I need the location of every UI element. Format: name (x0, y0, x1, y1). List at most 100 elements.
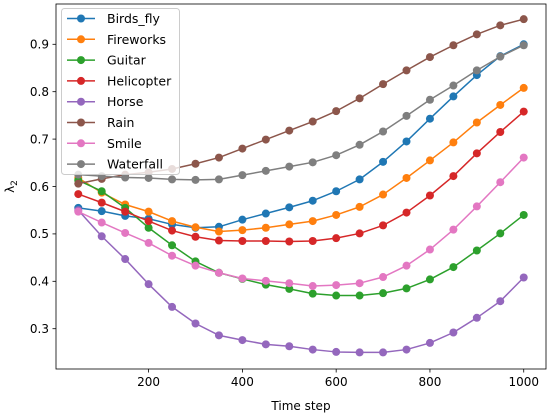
data-point-smile (144, 238, 153, 247)
data-point-smile (285, 279, 294, 288)
data-point-helicopter (74, 190, 83, 199)
y-tick-label: 0.5 (30, 227, 49, 241)
data-point-birds-fly (285, 203, 294, 212)
data-point-helicopter (121, 207, 130, 216)
data-point-guitar (168, 241, 177, 250)
data-point-waterfall (379, 127, 388, 136)
x-tick-label: 600 (325, 375, 348, 389)
data-point-guitar (472, 246, 481, 255)
data-point-horse (449, 328, 458, 337)
legend-marker-guitar (77, 56, 85, 65)
legend-marker-waterfall (77, 160, 85, 169)
data-point-fireworks (519, 83, 528, 92)
data-point-helicopter (285, 237, 294, 246)
data-point-horse (402, 345, 411, 354)
data-point-guitar (496, 229, 505, 238)
data-point-helicopter (144, 217, 153, 226)
data-point-waterfall (308, 158, 317, 167)
data-point-helicopter (496, 127, 505, 136)
data-point-waterfall (121, 173, 130, 182)
legend-item-birds-fly: Birds_fly (67, 11, 161, 26)
data-point-rain (519, 15, 528, 24)
legend-item-horse: Horse (67, 94, 144, 109)
data-point-horse (261, 340, 270, 349)
x-tick-label: 200 (137, 375, 160, 389)
data-point-guitar (332, 291, 341, 300)
data-point-waterfall (285, 162, 294, 171)
data-point-fireworks (332, 210, 341, 219)
data-point-fireworks (261, 223, 270, 232)
data-point-smile (496, 178, 505, 187)
series-line-birds-fly (78, 43, 525, 229)
data-point-horse (355, 348, 364, 357)
data-point-waterfall (168, 175, 177, 184)
data-point-helicopter (425, 191, 434, 200)
data-point-helicopter (168, 226, 177, 235)
data-point-guitar (425, 275, 434, 284)
y-tick-label: 0.8 (30, 85, 49, 99)
series-line-helicopter (78, 111, 525, 243)
data-point-helicopter (261, 237, 270, 246)
data-point-birds-fly (97, 207, 106, 216)
y-tick-label: 0.6 (30, 180, 49, 194)
data-point-horse (214, 331, 223, 340)
data-point-horse (144, 280, 153, 289)
data-point-birds-fly (308, 196, 317, 205)
data-point-horse (425, 338, 434, 347)
data-point-smile (191, 261, 200, 270)
data-point-waterfall (472, 66, 481, 75)
data-point-smile (519, 153, 528, 162)
data-point-horse (121, 255, 130, 264)
data-point-helicopter (214, 236, 223, 245)
series-helicopter (74, 107, 528, 246)
data-point-birds-fly (379, 157, 388, 166)
data-point-horse (332, 347, 341, 356)
data-point-smile (214, 268, 223, 277)
data-point-horse (472, 313, 481, 322)
data-point-rain (74, 179, 83, 188)
data-point-waterfall (261, 166, 270, 175)
data-point-horse (308, 345, 317, 354)
data-point-smile (121, 228, 130, 237)
data-point-smile (261, 276, 270, 285)
legend-marker-helicopter (77, 76, 85, 85)
data-point-birds-fly (402, 137, 411, 146)
data-point-smile (168, 251, 177, 260)
series-horse (74, 206, 528, 357)
x-axis-title: Time step (270, 399, 330, 413)
data-point-helicopter (379, 221, 388, 230)
legend-label-waterfall: Waterfall (107, 157, 163, 172)
legend-item-waterfall: Waterfall (67, 157, 163, 172)
data-point-smile (97, 218, 106, 227)
data-point-waterfall (425, 95, 434, 104)
legend-label-guitar: Guitar (107, 53, 147, 68)
data-point-waterfall (332, 151, 341, 160)
data-point-smile (379, 273, 388, 282)
data-point-guitar (402, 284, 411, 293)
legend-label-birds-fly: Birds_fly (107, 11, 161, 26)
data-point-guitar (97, 187, 106, 196)
series-line-fireworks (77, 87, 525, 233)
legend-marker-rain (77, 118, 85, 127)
legend-item-smile: Smile (67, 136, 142, 151)
data-point-rain (425, 53, 434, 62)
data-point-guitar (379, 289, 388, 298)
data-point-rain (496, 21, 505, 30)
data-point-fireworks (425, 156, 434, 165)
data-point-rain (355, 94, 364, 103)
legend-marker-horse (77, 97, 85, 106)
y-tick-label: 0.3 (30, 322, 49, 336)
data-point-waterfall (519, 41, 528, 50)
data-point-guitar (308, 289, 317, 298)
y-axis-title-symbol: λ (3, 186, 17, 193)
legend-item-fireworks: Fireworks (67, 32, 166, 47)
data-point-fireworks (144, 207, 153, 216)
y-axis-title: λ2 (3, 180, 20, 193)
legend-label-fireworks: Fireworks (107, 32, 166, 47)
data-point-rain (214, 153, 223, 162)
legend-label-horse: Horse (107, 94, 144, 109)
data-point-birds-fly (332, 187, 341, 196)
data-point-fireworks (355, 202, 364, 211)
data-point-waterfall (191, 175, 200, 184)
legend: Birds_fly Fireworks Guitar Helicopter Horse R… (61, 8, 180, 175)
